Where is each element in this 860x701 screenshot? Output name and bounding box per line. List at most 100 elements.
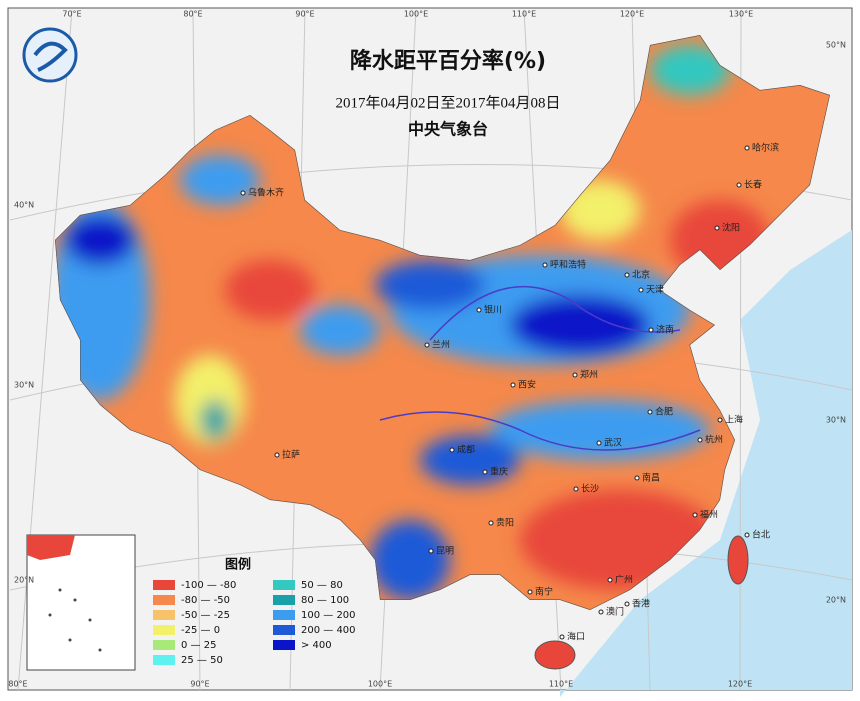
issuer: 中央气象台 bbox=[408, 120, 488, 139]
legend-swatch bbox=[153, 640, 175, 650]
city-marker bbox=[692, 512, 698, 518]
city-label: 上海 bbox=[725, 414, 743, 426]
city-marker bbox=[542, 262, 548, 268]
legend-label: > 400 bbox=[301, 640, 332, 651]
legend-swatch bbox=[153, 625, 175, 635]
city-marker bbox=[744, 532, 750, 538]
coordinate-label: 20°N bbox=[826, 596, 846, 605]
city-label: 海口 bbox=[567, 631, 585, 643]
legend-swatch bbox=[153, 655, 175, 665]
coordinate-label: 50°N bbox=[826, 41, 846, 50]
coordinate-label: 90°E bbox=[190, 680, 209, 689]
city-marker bbox=[647, 409, 653, 415]
city-marker bbox=[559, 634, 565, 640]
city-label: 兰州 bbox=[432, 339, 450, 351]
legend-label: -80 — -50 bbox=[181, 595, 230, 606]
city-label: 南昌 bbox=[642, 472, 660, 484]
legend-swatch bbox=[153, 595, 175, 605]
city-marker bbox=[476, 307, 482, 313]
city-marker bbox=[697, 437, 703, 443]
coordinate-label: 130°E bbox=[729, 10, 753, 19]
legend-label: 0 — 25 bbox=[181, 640, 216, 651]
city-label: 台北 bbox=[752, 529, 770, 541]
legend-swatch bbox=[273, 595, 295, 605]
city-marker bbox=[510, 382, 516, 388]
city-marker bbox=[424, 342, 430, 348]
city-label: 福州 bbox=[700, 509, 718, 521]
city-label: 呼和浩特 bbox=[550, 259, 586, 271]
city-marker bbox=[527, 589, 533, 595]
city-label: 西安 bbox=[518, 379, 536, 391]
city-label: 银川 bbox=[484, 304, 502, 316]
legend-label: -100 — -80 bbox=[181, 580, 236, 591]
river bbox=[429, 285, 681, 341]
labels: 70°E 80°E 90°E 100°E 110°E 120°E 130°E 80°E 90°E… bbox=[8, 10, 846, 689]
date-range: 2017年04月02日至2017年04月08日 bbox=[335, 94, 560, 111]
legend-swatch bbox=[273, 580, 295, 590]
legend: -100 — -80 -80 — -50 -50 — -25 -25 — 0 0 — 2… bbox=[153, 580, 356, 666]
legend-label: -25 — 0 bbox=[181, 625, 220, 636]
city-label: 郑州 bbox=[580, 369, 598, 381]
city-label: 乌鲁木齐 bbox=[248, 187, 284, 199]
city-marker bbox=[572, 372, 578, 378]
city-label: 杭州 bbox=[705, 434, 723, 446]
legend-label: 200 — 400 bbox=[301, 625, 356, 636]
coordinate-label: 80°E bbox=[183, 10, 202, 19]
coordinate-label: 30°N bbox=[826, 416, 846, 425]
city-label: 香港 bbox=[632, 598, 650, 610]
city-label: 贵阳 bbox=[496, 517, 514, 529]
taiwan bbox=[727, 535, 749, 585]
coordinate-label: 120°E bbox=[728, 680, 752, 689]
coordinate-label: 20°N bbox=[14, 576, 34, 585]
city-label: 合肥 bbox=[655, 406, 673, 418]
city-label: 重庆 bbox=[490, 466, 508, 478]
city-label: 拉萨 bbox=[282, 449, 300, 461]
coordinate-label: 30°N bbox=[14, 381, 34, 390]
coordinate-label: 70°E bbox=[62, 10, 81, 19]
coordinate-label: 80°E bbox=[8, 680, 27, 689]
city-marker bbox=[449, 447, 455, 453]
legend-label: 50 — 80 bbox=[301, 580, 343, 591]
hainan bbox=[534, 640, 576, 670]
city-label: 长沙 bbox=[581, 483, 599, 495]
city-label: 澳门 bbox=[606, 606, 624, 618]
sea bbox=[560, 230, 852, 697]
city-label: 天津 bbox=[646, 285, 664, 296]
city-label: 北京 bbox=[632, 269, 650, 281]
legend-swatch bbox=[273, 640, 295, 650]
city-label: 武汉 bbox=[604, 437, 622, 449]
legend-label: 25 — 50 bbox=[181, 655, 223, 666]
city-label: 成都 bbox=[457, 444, 475, 456]
city-marker bbox=[488, 520, 494, 526]
city-marker bbox=[596, 440, 602, 446]
city-label: 昆明 bbox=[436, 546, 454, 557]
city-marker bbox=[598, 609, 604, 615]
city-marker bbox=[744, 145, 750, 151]
city-marker bbox=[714, 225, 720, 231]
coordinate-label: 100°E bbox=[368, 680, 392, 689]
coordinate-label: 40°N bbox=[14, 201, 34, 210]
legend-swatch bbox=[273, 610, 295, 620]
inset-islands bbox=[48, 588, 102, 652]
city-label: 哈尔滨 bbox=[752, 142, 779, 154]
coordinate-label: 120°E bbox=[620, 10, 644, 19]
city-marker bbox=[240, 190, 246, 196]
legend-label: 80 — 100 bbox=[301, 595, 349, 606]
city-marker bbox=[428, 548, 434, 554]
city-marker bbox=[648, 327, 654, 333]
legend-swatch bbox=[153, 610, 175, 620]
city-label: 长春 bbox=[744, 179, 762, 191]
legend-swatch bbox=[153, 580, 175, 590]
inset-land bbox=[27, 535, 75, 560]
legend-swatch bbox=[273, 625, 295, 635]
coordinate-label: 110°E bbox=[549, 680, 573, 689]
city-marker bbox=[624, 601, 630, 607]
city-marker bbox=[634, 475, 640, 481]
city-marker bbox=[736, 182, 742, 188]
title: 降水距平百分率(%) bbox=[350, 48, 546, 74]
river bbox=[379, 411, 701, 451]
city-label: 南宁 bbox=[535, 586, 553, 598]
legend-label: 100 — 200 bbox=[301, 610, 356, 621]
coordinate-label: 90°E bbox=[295, 10, 314, 19]
